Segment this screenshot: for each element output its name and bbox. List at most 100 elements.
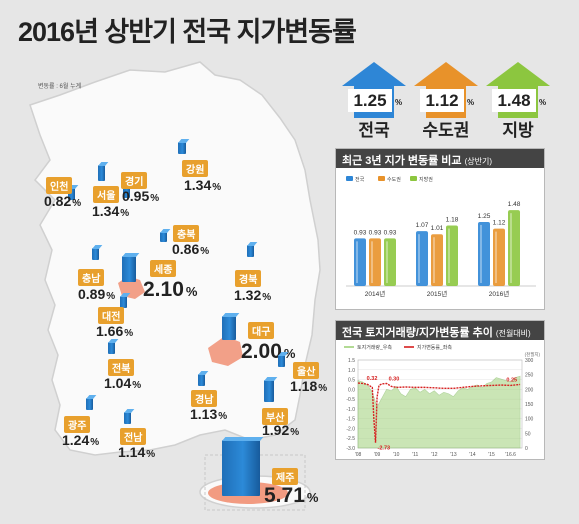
right-tick-label: 300 <box>525 358 534 364</box>
headline-value: 1.48 <box>492 89 536 112</box>
percent-sign: % <box>306 490 319 505</box>
region-value: 1.32% <box>234 287 271 303</box>
region-value: 0.82% <box>44 193 81 209</box>
region-value-number: 1.34 <box>92 203 120 219</box>
bar-highlight <box>418 234 420 283</box>
percent-sign: % <box>124 328 134 339</box>
region-value: 1.04% <box>104 375 141 391</box>
bar-highlight <box>371 241 373 283</box>
region-value: 1.92% <box>262 422 299 438</box>
region-value: 5.71% <box>264 484 318 508</box>
headline-unit: % <box>539 98 547 107</box>
legend-label: 전국 <box>355 176 365 183</box>
right-tick-label: 0 <box>525 446 528 452</box>
percent-sign: % <box>185 284 198 299</box>
right-tick-label: 150 <box>525 402 534 408</box>
headline-provincial: 1.48 % 지방 <box>484 60 552 140</box>
region-bar <box>178 142 186 154</box>
region-name: 경북 <box>235 270 262 287</box>
legend-swatch <box>410 176 417 181</box>
region-value: 1.13% <box>190 406 227 422</box>
region-value-number: 1.04 <box>104 375 132 391</box>
region-name: 세종 <box>150 260 177 277</box>
region-value-number: 1.13 <box>190 406 218 422</box>
percent-sign: % <box>318 383 328 394</box>
percent-sign: % <box>262 292 272 303</box>
area-series <box>357 375 521 449</box>
headline-national: 1.25 % 전국 <box>340 60 408 140</box>
x-tick-label: '10 <box>393 452 400 458</box>
bar-value-label: 1.48 <box>508 201 521 208</box>
left-tick-label: 1.5 <box>348 358 355 364</box>
region-name: 충남 <box>78 269 105 286</box>
bar-value-label: 1.01 <box>431 225 444 232</box>
bar <box>369 238 381 286</box>
region-name: 경기 <box>121 172 148 189</box>
region-value-number: 0.82 <box>44 193 72 209</box>
bar-highlight <box>495 231 497 283</box>
bar-chart-panel: 최근 3년 지가 변동률 비교 (상반기) 전국 수도권 지방권 0.93 0.93 0.… <box>335 148 545 310</box>
headline-label: 지방 <box>502 121 534 140</box>
legend-label: 지가변동률_좌측 <box>417 344 452 351</box>
headline-label: 전국 <box>358 121 390 140</box>
region-value-number: 1.18 <box>290 378 318 394</box>
region-value: 2.10% <box>143 278 197 302</box>
x-tick-label: '09 <box>374 452 381 458</box>
percent-sign: % <box>72 198 82 209</box>
region-value-number: 2.00 <box>241 340 282 363</box>
region-value: 2.00% <box>241 340 295 364</box>
bar-chart-header: 최근 3년 지가 변동률 비교 (상반기) <box>336 149 544 168</box>
region-bar <box>86 398 93 410</box>
x-tick-label: '15 <box>488 452 495 458</box>
legend-swatch <box>378 176 385 181</box>
region-bar <box>108 342 115 354</box>
bar-value-label: 0.93 <box>384 229 397 236</box>
region-bar <box>264 380 274 402</box>
legend-label: 지방권 <box>419 176 433 183</box>
percent-sign: % <box>90 437 100 448</box>
page-title: 2016년 상반기 전국 지가변동률 <box>18 17 357 47</box>
percent-sign: % <box>150 193 160 204</box>
percent-sign: % <box>146 449 156 460</box>
right-tick-label: 50 <box>525 431 531 437</box>
region-name: 광주 <box>64 416 91 433</box>
region-value-number: 1.24 <box>62 432 90 448</box>
legend-label: 수도권 <box>387 176 401 183</box>
line-chart-title: 전국 토지거래량/지가변동률 추이 <box>342 327 493 339</box>
right-tick-label: 200 <box>525 387 534 393</box>
percent-sign: % <box>200 246 210 257</box>
bar <box>478 221 490 286</box>
x-tick-label: '11 <box>412 452 418 458</box>
left-tick-label: -2.0 <box>346 426 355 432</box>
bar-value-label: 1.25 <box>478 213 491 220</box>
region-name: 충북 <box>173 225 200 242</box>
x-tick-label: '14 <box>469 452 476 458</box>
right-tick-label: 100 <box>525 417 534 423</box>
region-bar <box>98 165 105 181</box>
region-value-number: 0.86 <box>172 241 200 257</box>
region-name: 전남 <box>120 428 147 445</box>
region-bar <box>198 374 205 386</box>
bar <box>431 234 443 286</box>
headline-unit: % <box>467 98 475 107</box>
region-name: 인천 <box>46 177 73 194</box>
bar-value-label: 0.93 <box>354 229 367 236</box>
daegu-highlight <box>208 336 243 366</box>
left-tick-label: 0.5 <box>348 378 355 384</box>
headline-capital: 1.12 % 수도권 <box>412 60 480 140</box>
region-value: 1.14% <box>118 444 155 460</box>
left-tick-label: -0.5 <box>346 397 355 403</box>
bar-highlight <box>448 228 450 283</box>
region-value-number: 5.71 <box>264 484 305 507</box>
region-value-number: 0.89 <box>78 286 106 302</box>
region-bar <box>160 232 167 242</box>
right-tick-label: 250 <box>525 373 534 379</box>
region-bar <box>222 440 260 496</box>
left-tick-label: -2.5 <box>346 436 355 442</box>
percent-sign: % <box>212 182 222 193</box>
region-value: 1.18% <box>290 378 327 394</box>
region-value-number: 1.66 <box>96 323 124 339</box>
region-bar <box>122 256 136 282</box>
percent-sign: % <box>120 208 130 219</box>
headline-unit: % <box>395 98 403 107</box>
